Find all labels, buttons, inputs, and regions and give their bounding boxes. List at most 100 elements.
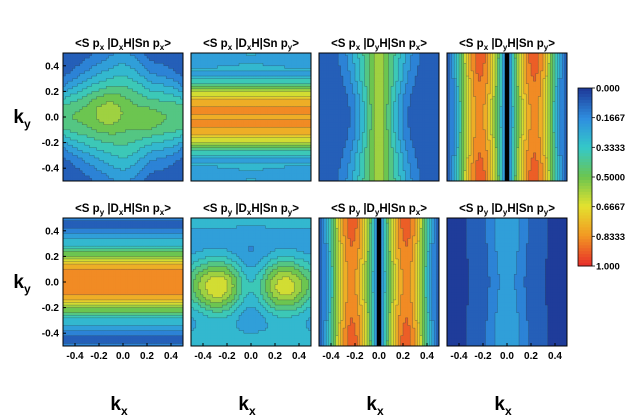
- heatmap-cell: [215, 71, 218, 74]
- heatmap-cell: [227, 137, 230, 140]
- heatmap-cell: [128, 114, 131, 117]
- heatmap-cell: [121, 76, 124, 79]
- heatmap-cell: [80, 143, 83, 146]
- heatmap-cell: [118, 127, 121, 130]
- heatmap-cell: [140, 97, 143, 100]
- heatmap-cell: [203, 61, 206, 64]
- heatmap-cell: [121, 127, 124, 130]
- heatmap-cell: [128, 130, 131, 133]
- heatmap-cell: [222, 66, 225, 69]
- heatmap-cell: [65, 120, 68, 123]
- heatmap-cell: [104, 84, 107, 87]
- y-axis-label-main: k: [13, 107, 24, 128]
- heatmap-cell: [85, 145, 88, 148]
- heatmap-cell: [249, 130, 252, 133]
- heatmap-cell: [169, 158, 172, 161]
- heatmap-cell: [201, 130, 204, 133]
- heatmap-cell: [161, 104, 164, 107]
- heatmap-cell: [147, 114, 150, 117]
- heatmap-cell: [125, 107, 128, 110]
- heatmap-cell: [104, 155, 107, 158]
- heatmap-cell: [137, 89, 140, 92]
- heatmap-cell: [161, 158, 164, 161]
- heatmap-cell: [82, 97, 85, 100]
- heatmap-cell: [73, 135, 76, 138]
- heatmap-cell: [149, 112, 152, 115]
- heatmap-cell: [109, 117, 112, 120]
- heatmap-cell: [111, 171, 114, 174]
- heatmap-cell: [222, 99, 225, 102]
- heatmap-cell: [123, 81, 126, 84]
- heatmap-cell: [97, 125, 100, 128]
- heatmap-cell: [203, 137, 206, 140]
- heatmap-cell: [217, 150, 220, 153]
- heatmap-cell: [75, 171, 78, 174]
- heatmap-cell: [178, 176, 181, 179]
- heatmap-cell: [145, 107, 148, 110]
- heatmap-cell: [217, 99, 220, 102]
- heatmap-cell: [147, 155, 150, 158]
- heatmap-cell: [149, 102, 152, 105]
- heatmap-cell: [234, 61, 237, 64]
- heatmap-cell: [147, 145, 150, 148]
- heatmap-cell: [205, 130, 208, 133]
- heatmap-cell: [152, 161, 155, 164]
- heatmap-cell: [213, 122, 216, 125]
- heatmap-cell: [142, 132, 145, 135]
- heatmap-cell: [201, 61, 204, 64]
- heatmap-cell: [246, 163, 249, 166]
- heatmap-cell: [166, 120, 169, 123]
- heatmap-cell: [85, 140, 88, 143]
- heatmap-cell: [208, 120, 211, 123]
- heatmap-cell: [173, 132, 176, 135]
- heatmap-cell: [217, 66, 220, 69]
- heatmap-cell: [152, 73, 155, 76]
- heatmap-cell: [210, 79, 213, 82]
- heatmap-cell: [101, 63, 104, 66]
- heatmap-cell: [135, 171, 138, 174]
- heatmap-cell: [65, 61, 68, 64]
- heatmap-cell: [92, 143, 95, 146]
- heatmap-cell: [118, 89, 121, 92]
- heatmap-cell: [241, 109, 244, 112]
- heatmap-cell: [166, 61, 169, 64]
- title-text: <S p: [75, 38, 100, 50]
- heatmap-cell: [205, 79, 208, 82]
- heatmap-cell: [164, 86, 167, 89]
- heatmap-cell: [89, 104, 92, 107]
- heatmap-cell: [70, 127, 73, 130]
- heatmap-cell: [208, 114, 211, 117]
- heatmap-cell: [246, 150, 249, 153]
- heatmap-cell: [125, 79, 128, 82]
- heatmap-cell: [145, 120, 148, 123]
- heatmap-cell: [125, 102, 128, 105]
- heatmap-cell: [213, 168, 216, 171]
- heatmap-cell: [113, 109, 116, 112]
- heatmap-cell: [118, 148, 121, 151]
- heatmap-cell: [75, 56, 78, 59]
- heatmap-cell: [128, 148, 131, 151]
- heatmap-cell: [169, 135, 172, 138]
- heatmap-cell: [161, 56, 164, 59]
- heatmap-cell: [152, 117, 155, 120]
- heatmap-cell: [157, 76, 160, 79]
- heatmap-cell: [109, 127, 112, 130]
- heatmap-cell: [171, 56, 174, 59]
- heatmap-cell: [229, 79, 232, 82]
- heatmap-cell: [215, 173, 218, 176]
- heatmap-cell: [166, 73, 169, 76]
- heatmap-cell: [265, 99, 268, 102]
- heatmap-cell: [237, 91, 240, 94]
- heatmap-cell: [210, 173, 213, 176]
- heatmap-cell: [140, 122, 143, 125]
- heatmap-cell: [210, 137, 213, 140]
- heatmap-cell: [77, 86, 80, 89]
- heatmap-cell: [85, 120, 88, 123]
- heatmap-cell: [159, 58, 162, 61]
- heatmap-cell: [201, 166, 204, 169]
- heatmap-cell: [241, 166, 244, 169]
- heatmap-cell: [154, 143, 157, 146]
- heatmap-cell: [244, 166, 247, 169]
- heatmap-cell: [244, 91, 247, 94]
- heatmap-cell: [89, 161, 92, 164]
